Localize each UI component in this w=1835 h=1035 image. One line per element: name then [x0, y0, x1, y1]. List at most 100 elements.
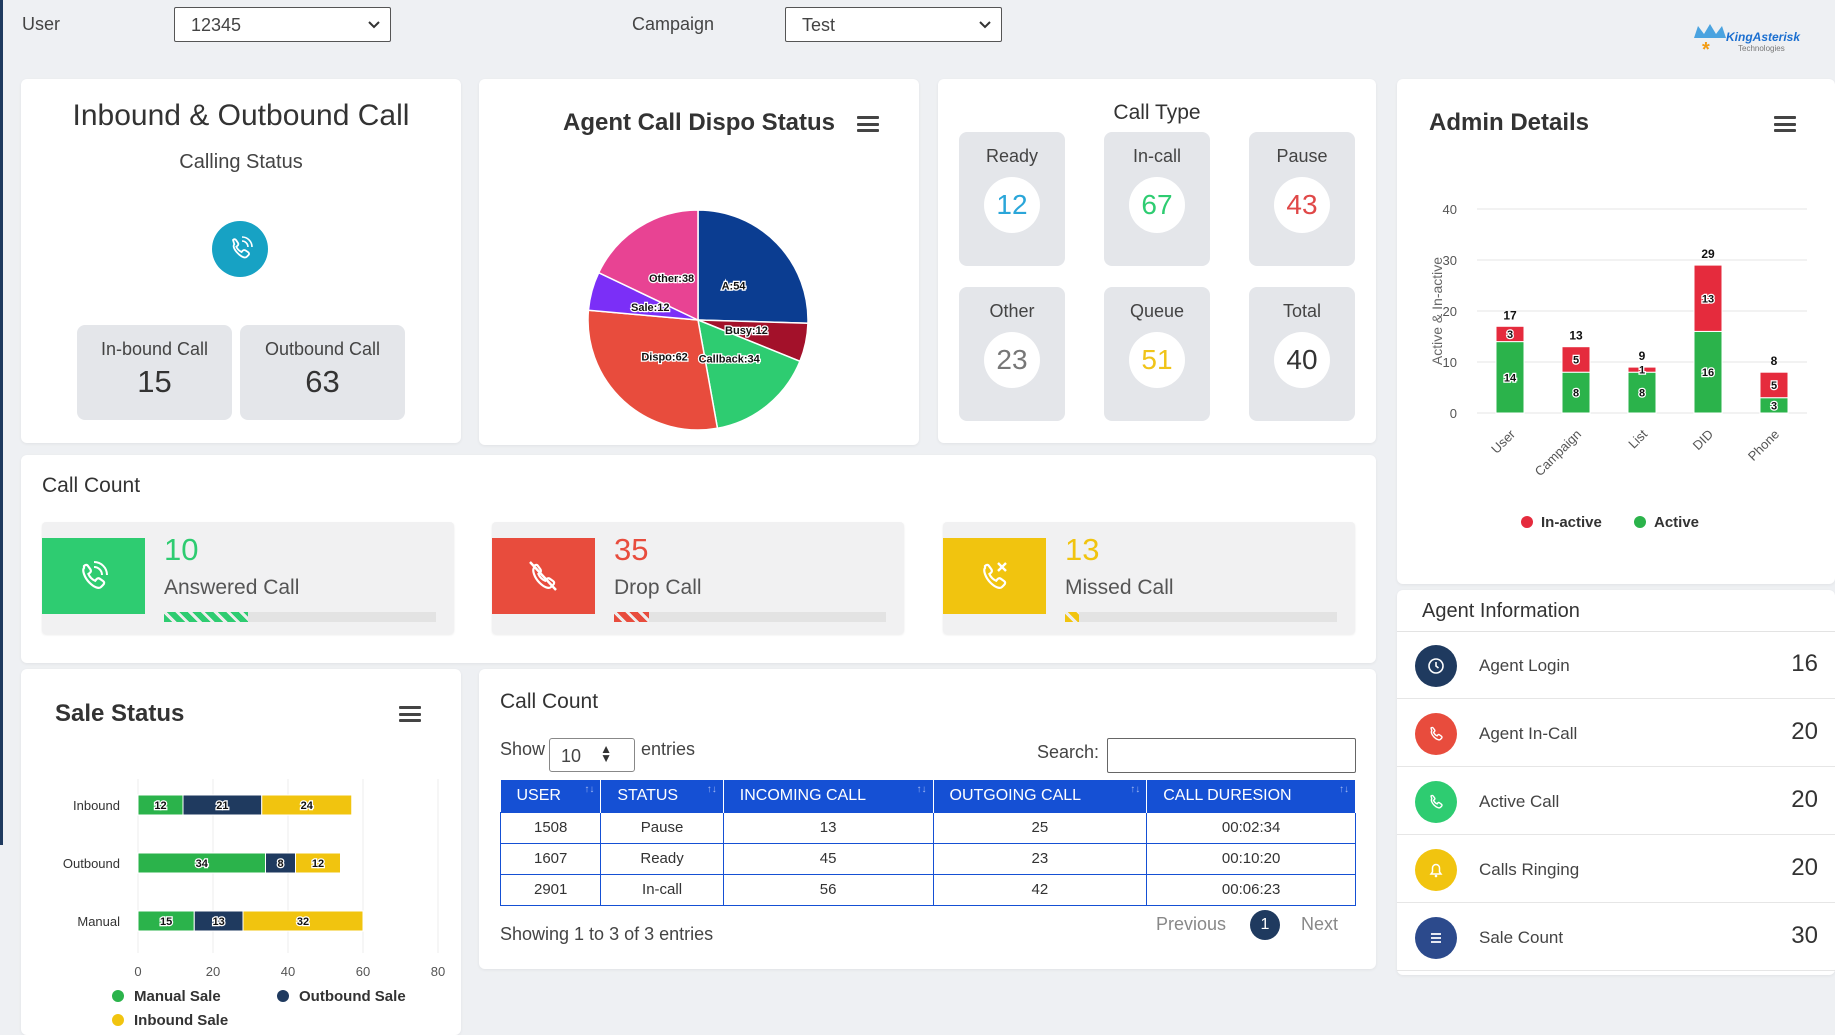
campaign-select[interactable]: Test: [785, 7, 1002, 42]
bar-value-label: 12: [154, 800, 166, 812]
call-count-title: Call Count: [42, 474, 141, 497]
call-count-card: Call Count 10 Answered Call 35 Drop Call 13 M…: [21, 455, 1376, 663]
call-type-tile: Total 40: [1249, 287, 1355, 421]
page-1-button[interactable]: 1: [1250, 910, 1280, 940]
bar-segment: [1495, 325, 1525, 343]
column-header[interactable]: INCOMING CALL ↑↓: [723, 780, 934, 812]
bar-total-label: 29: [1701, 247, 1715, 261]
agent-info-value: 20: [1791, 718, 1818, 745]
x-tick-label: Phone: [1745, 427, 1782, 464]
bar-value-label: 1: [1639, 365, 1645, 377]
dispo-chart-title: Agent Call Dispo Status: [563, 109, 836, 136]
table-cell: 56: [722, 873, 934, 906]
divider: [1397, 631, 1835, 632]
pie-slice: [697, 318, 801, 430]
agent-info-row: Agent In-Call 20: [1397, 700, 1835, 767]
sort-arrows-icon: ↑↓: [584, 784, 595, 795]
sale-status-card: Sale Status 0 20 40 60 80 Inbound 12 21 24 Outbou…: [21, 669, 461, 1035]
bar-total-label: 17: [1503, 308, 1517, 322]
crown-star-icon: *: [1694, 24, 1726, 60]
agent-info-row: Active Call 20: [1397, 768, 1835, 835]
bar-segment: [1561, 371, 1591, 414]
user-filter-label: User: [22, 14, 61, 34]
chart-menu-icon[interactable]: [399, 706, 421, 722]
search-label: Search:: [1037, 742, 1100, 762]
bar-value-label: 12: [312, 858, 324, 870]
bar-value-label: 13: [213, 916, 225, 928]
bar-segment: [1561, 346, 1591, 373]
call-type-title: Call Type: [1113, 101, 1201, 124]
sale-chart-title: Sale Status: [55, 700, 185, 727]
chart-menu-icon[interactable]: [1774, 116, 1796, 132]
call-type-card: Call Type Ready 12 In-call 67 Pause 43 Other 23…: [938, 79, 1376, 443]
column-header[interactable]: USER ↑↓: [500, 780, 602, 812]
table-cell: 00:10:20: [1146, 842, 1356, 875]
x-tick-label: List: [1625, 426, 1650, 451]
legend-label: Active: [1654, 514, 1699, 531]
pie-slice-label: Callback:34: [699, 353, 761, 365]
table-cell: 2901: [499, 873, 602, 906]
call-type-tile: Pause 43: [1249, 132, 1355, 266]
table-cell: 13: [722, 811, 934, 844]
agent-info-label: Calls Ringing: [1479, 860, 1580, 879]
pie-slice-label: Sale:12: [631, 302, 670, 314]
column-header[interactable]: OUTGOING CALL ↑↓: [933, 780, 1148, 812]
bar-segment: [1693, 264, 1723, 332]
sort-arrows-icon: ↑↓: [1130, 784, 1141, 795]
phone-dropped-icon: [529, 561, 557, 591]
x-tick-label: 60: [356, 964, 370, 979]
bar-value-label: 3: [1771, 400, 1777, 412]
agent-info-value: 20: [1791, 786, 1818, 813]
call-count-value: 13: [1065, 532, 1100, 567]
call-type-label: Other: [989, 301, 1035, 321]
table-cell: In-call: [600, 873, 724, 906]
previous-page-button[interactable]: Previous: [1156, 914, 1227, 934]
inbound-outbound-card: Inbound & Outbound Call Calling Status I…: [21, 79, 461, 443]
agent-info-value: 20: [1791, 854, 1818, 881]
next-page-button[interactable]: Next: [1301, 914, 1339, 934]
svg-text:*: *: [1702, 39, 1710, 60]
x-tick-label: Campaign: [1532, 427, 1585, 480]
pie-slice-label: A:54: [722, 281, 747, 293]
call-count-tile: 13 Missed Call: [943, 522, 1355, 634]
logo-subtext: Technologies: [1738, 44, 1785, 53]
call-type-label: Pause: [1276, 146, 1328, 166]
calling-status-button[interactable]: [212, 221, 268, 277]
show-label: Show: [500, 739, 546, 759]
call-count-table-card: Call Count Show 10 ▲ ▼ entries Search: US…: [479, 669, 1376, 969]
bar-value-label: 8: [1639, 388, 1645, 400]
y-category-label: Manual: [77, 914, 120, 929]
bar-value-label: 14: [1504, 372, 1517, 384]
call-count-icon-box: [943, 538, 1046, 614]
user-select[interactable]: 12345: [174, 7, 391, 42]
agent-info-label: Agent In-Call: [1479, 724, 1578, 743]
legend-marker: [277, 990, 289, 1002]
progress-fill: [1065, 612, 1079, 622]
x-tick-label: User: [1488, 426, 1518, 456]
bar-segment: [1627, 366, 1657, 373]
progress-fill: [614, 612, 650, 622]
y-tick-label: 40: [1443, 202, 1457, 217]
agent-info-card: Agent Information Agent Login 16 Agent In-…: [1397, 590, 1835, 975]
column-header[interactable]: STATUS ↑↓: [600, 780, 724, 812]
legend-label: Inbound Sale: [134, 1012, 228, 1029]
agent-info-value: 16: [1791, 650, 1818, 677]
outbound-call-label: Outbound Call: [264, 339, 381, 359]
bar-value-label: 8: [277, 858, 283, 870]
table-cell: 42: [932, 873, 1148, 906]
y-axis-label: Active & In-active: [1429, 257, 1445, 365]
chart-menu-icon[interactable]: [857, 116, 879, 132]
table-cell: Ready: [600, 842, 724, 875]
search-input[interactable]: [1107, 738, 1356, 773]
pie-slice-label: Dispo:62: [641, 352, 687, 364]
x-tick-label: 40: [281, 964, 295, 979]
call-type-value: 12: [984, 177, 1040, 233]
call-type-tile: Other 23: [959, 287, 1065, 421]
page-size-select[interactable]: 10 ▲ ▼: [549, 738, 635, 772]
column-header[interactable]: CALL DURESION ↑↓: [1146, 780, 1356, 812]
legend-marker: [112, 1014, 124, 1026]
bar-value-label: 21: [216, 800, 228, 812]
legend-marker: [1521, 516, 1533, 528]
spinner-arrows-icon: ▲ ▼: [600, 742, 612, 765]
